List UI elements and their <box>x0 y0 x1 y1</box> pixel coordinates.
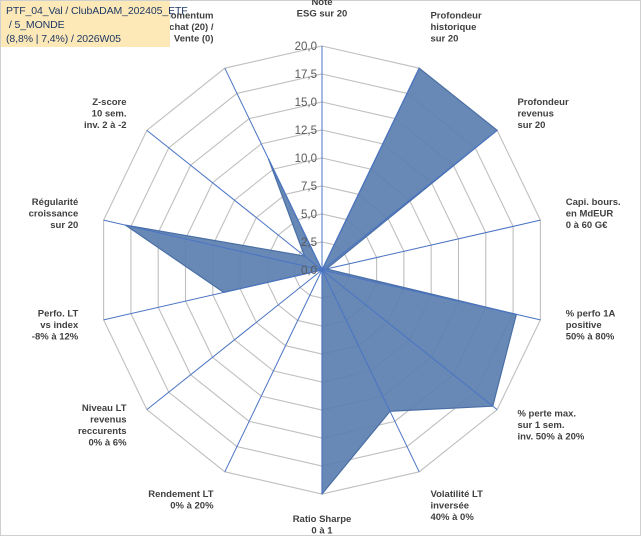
category-label-line: reccurents <box>78 426 127 437</box>
radar-spokes <box>103 46 541 494</box>
category-label-line: 10 sem. <box>92 108 127 119</box>
category-label-line: Vente (0) <box>174 33 214 44</box>
chart-title-line-3: (8,8% | 7,4%) / 2026W05 <box>6 33 121 45</box>
category-label-line: Niveau LT <box>82 403 127 414</box>
category-label-line: Perfo. LT <box>38 308 79 319</box>
tick-label: 2,5 <box>301 237 317 249</box>
category-label: Régularité croissance sur 20 <box>29 197 79 231</box>
category-label: % perte max. sur 1 sem. inv. 50% à 20% <box>517 409 584 443</box>
axis-spoke <box>321 219 541 271</box>
category-label: % perfo 1A positive 50% à 80% <box>566 308 616 342</box>
category-label-line: ESG sur 20 <box>297 9 348 20</box>
category-label-line: inv. 2 à -2 <box>84 120 127 131</box>
category-label-line: % perfo 1A <box>566 308 616 319</box>
axis-spoke <box>224 269 323 473</box>
category-label-line: Volatilité LT <box>430 489 483 500</box>
category-label-line: % perte max. <box>517 409 576 420</box>
category-label-line: sur 20 <box>430 33 458 44</box>
category-label-line: historique <box>430 22 476 33</box>
category-label-line: Profondeur <box>430 10 481 21</box>
category-label-line: 0 à 60 G€ <box>566 220 608 231</box>
chart-title-line-2: / 5_MONDE <box>6 19 65 31</box>
radar-tick-labels: 0,0 2,5 5,0 7,5 10,0 12,5 15,0 17,5 20,0 <box>295 41 317 277</box>
category-label-line: 0% à 20% <box>170 501 214 512</box>
category-label-line: Rendement LT <box>148 489 213 500</box>
category-label-line: Régularité <box>32 197 78 208</box>
category-label-line: -8% à 12% <box>32 331 79 342</box>
chart-title-box: PTF_04_Val / ClubADAM_202405_ETF / 5_MON… <box>1 1 188 47</box>
category-label: Volatilité LT inversée 40% à 0% <box>430 489 483 523</box>
category-label: Z-score 10 sem. inv. 2 à -2 <box>84 97 127 131</box>
category-label-line: Note <box>311 0 332 8</box>
category-label-line: Capi. bours. <box>566 197 621 208</box>
axis-spoke <box>321 269 498 411</box>
tick-label: 20,0 <box>295 41 317 53</box>
category-label-line: Achat (20) / <box>162 22 214 33</box>
category-label: Note ESG sur 20 <box>297 0 348 20</box>
series-area <box>124 67 517 495</box>
axis-spoke <box>321 129 498 271</box>
category-label-line: revenus <box>517 108 553 119</box>
category-label: Capi. bours. en MdEUR 0 à 60 G€ <box>566 197 621 231</box>
category-label-line: 0% à 6% <box>89 437 128 448</box>
category-label: Profondeur revenus sur 20 <box>517 97 568 131</box>
category-label-line: croissance <box>29 209 79 220</box>
chart-title-line-1: PTF_04_Val / ClubADAM_202405_ETF <box>6 5 188 17</box>
category-label: Ratio Sharpe 0 à 1 <box>293 514 352 536</box>
tick-label: 17,5 <box>295 69 317 81</box>
tick-label: 5,0 <box>301 209 317 221</box>
category-label-line: 50% à 80% <box>566 331 615 342</box>
axis-spoke <box>146 129 323 271</box>
category-label-line: 40% à 0% <box>430 512 474 523</box>
category-label-line: positive <box>566 320 602 331</box>
category-label: Profondeur historique sur 20 <box>430 10 481 44</box>
axis-spoke <box>321 269 541 321</box>
category-label: Momentum Achat (20) / Vente (0) <box>162 10 214 44</box>
category-label-line: 0 à 1 <box>311 526 333 536</box>
tick-label: 7,5 <box>301 181 317 193</box>
category-label-line: en MdEUR <box>566 209 614 220</box>
category-label-line: Profondeur <box>517 97 568 108</box>
axis-spoke <box>321 269 420 473</box>
radar-category-labels: Note ESG sur 20 Profondeur historique sur 20… <box>29 0 621 536</box>
category-label-line: sur 1 sem. <box>517 420 564 431</box>
radar-series <box>124 67 517 495</box>
tick-label: 12,5 <box>295 125 317 137</box>
category-label: Niveau LT revenus reccurents 0% à 6% <box>78 403 127 449</box>
tick-label: 15,0 <box>295 97 317 109</box>
category-label-line: Momentum <box>163 10 214 21</box>
axis-spoke <box>103 269 323 321</box>
category-label: Rendement LT 0% à 20% <box>148 489 214 512</box>
category-label-line: revenus <box>90 414 126 425</box>
axis-spoke <box>146 269 323 411</box>
category-label-line: sur 20 <box>50 220 78 231</box>
axis-spoke <box>321 67 420 271</box>
category-label-line: inversée <box>430 501 469 512</box>
category-label-line: Z-score <box>92 97 126 108</box>
category-label-line: vs index <box>40 320 79 331</box>
tick-label: 10,0 <box>295 153 317 165</box>
category-label-line: sur 20 <box>517 120 545 131</box>
tick-label: 0,0 <box>301 265 317 277</box>
category-label-line: Ratio Sharpe <box>293 514 352 525</box>
category-label-line: inv. 50% à 20% <box>517 432 584 443</box>
category-label: Perfo. LT vs index -8% à 12% <box>32 308 79 342</box>
axis-spoke <box>103 219 323 271</box>
axis-spoke <box>224 67 323 271</box>
